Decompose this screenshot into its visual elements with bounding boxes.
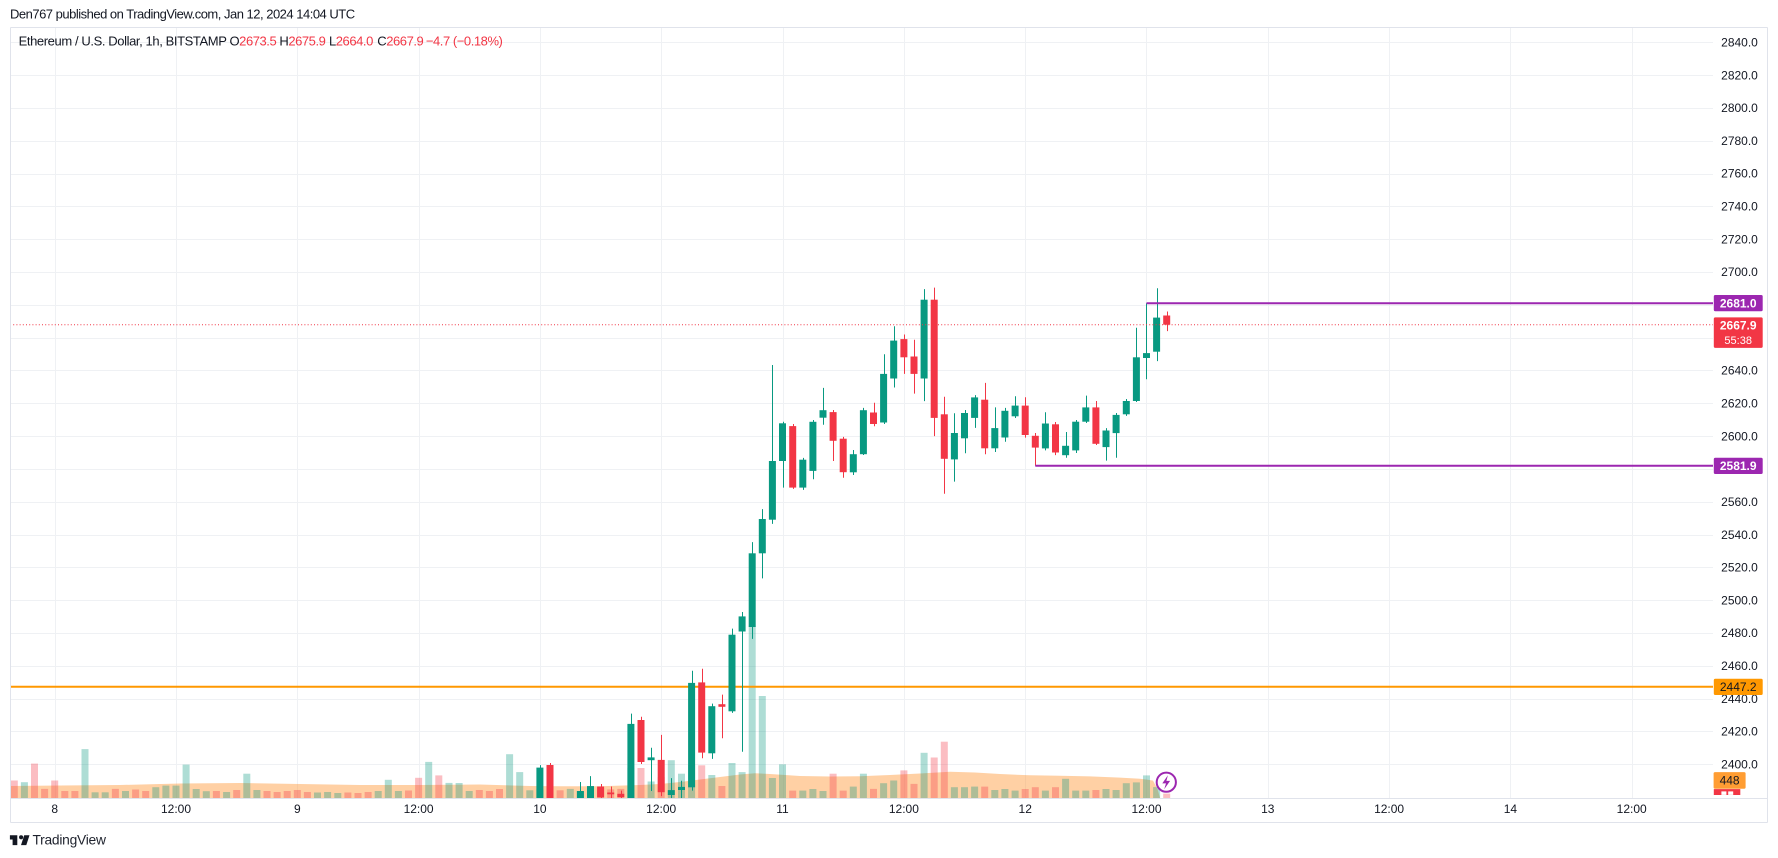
svg-text:2581.9: 2581.9 xyxy=(1720,459,1757,473)
svg-text:2667.9: 2667.9 xyxy=(1720,319,1757,333)
svg-text:−4.7 (−0.18%): −4.7 (−0.18%) xyxy=(426,34,503,49)
svg-text:2681.0: 2681.0 xyxy=(1720,297,1757,311)
svg-text:12:00: 12:00 xyxy=(161,802,191,816)
svg-text:13: 13 xyxy=(1261,802,1275,816)
svg-text:10: 10 xyxy=(533,802,547,816)
svg-text:2480.0: 2480.0 xyxy=(1721,626,1758,640)
svg-text:12:00: 12:00 xyxy=(646,802,676,816)
svg-text:2447.2: 2447.2 xyxy=(1720,680,1757,694)
svg-text:12:00: 12:00 xyxy=(404,802,434,816)
svg-text:2500.0: 2500.0 xyxy=(1721,593,1758,607)
svg-text:2700.0: 2700.0 xyxy=(1721,265,1758,279)
svg-text:12:00: 12:00 xyxy=(1131,802,1161,816)
svg-text:2420.0: 2420.0 xyxy=(1721,725,1758,739)
svg-text:Den767 published on TradingVie: Den767 published on TradingView.com, Jan… xyxy=(10,7,355,22)
svg-text:8: 8 xyxy=(51,802,58,816)
svg-text:12:00: 12:00 xyxy=(889,802,919,816)
svg-text:2540.0: 2540.0 xyxy=(1721,528,1758,542)
svg-text:2840.0: 2840.0 xyxy=(1721,36,1758,50)
svg-text:2720.0: 2720.0 xyxy=(1721,232,1758,246)
svg-text:12: 12 xyxy=(1019,802,1033,816)
svg-text:2520.0: 2520.0 xyxy=(1721,561,1758,575)
svg-text:Ethereum / U.S. Dollar, 1h, BI: Ethereum / U.S. Dollar, 1h, BITSTAMP xyxy=(19,34,227,49)
svg-text:2560.0: 2560.0 xyxy=(1721,495,1758,509)
svg-text:2600.0: 2600.0 xyxy=(1721,429,1758,443)
svg-text:2440.0: 2440.0 xyxy=(1721,692,1758,706)
svg-text:L2664.0: L2664.0 xyxy=(329,34,373,49)
svg-text:O2673.5: O2673.5 xyxy=(230,34,277,49)
svg-text:12:00: 12:00 xyxy=(1617,802,1647,816)
svg-text:2800.0: 2800.0 xyxy=(1721,101,1758,115)
svg-text:2640.0: 2640.0 xyxy=(1721,364,1758,378)
svg-text:11: 11 xyxy=(776,802,789,816)
svg-text:14: 14 xyxy=(1504,802,1518,816)
svg-text:2620.0: 2620.0 xyxy=(1721,397,1758,411)
svg-text:2780.0: 2780.0 xyxy=(1721,134,1758,148)
svg-text:2760.0: 2760.0 xyxy=(1721,167,1758,181)
svg-text:2400.0: 2400.0 xyxy=(1721,758,1758,772)
svg-text:2460.0: 2460.0 xyxy=(1721,659,1758,673)
svg-text:2740.0: 2740.0 xyxy=(1721,200,1758,214)
svg-text:2820.0: 2820.0 xyxy=(1721,68,1758,82)
svg-text:TradingView: TradingView xyxy=(33,833,106,848)
svg-text:55:38: 55:38 xyxy=(1724,335,1752,347)
svg-text:448: 448 xyxy=(1720,774,1740,788)
svg-text:H2675.9: H2675.9 xyxy=(279,34,325,49)
svg-text:12:00: 12:00 xyxy=(1374,802,1404,816)
svg-text:C2667.9: C2667.9 xyxy=(377,34,423,49)
svg-text:9: 9 xyxy=(294,802,301,816)
